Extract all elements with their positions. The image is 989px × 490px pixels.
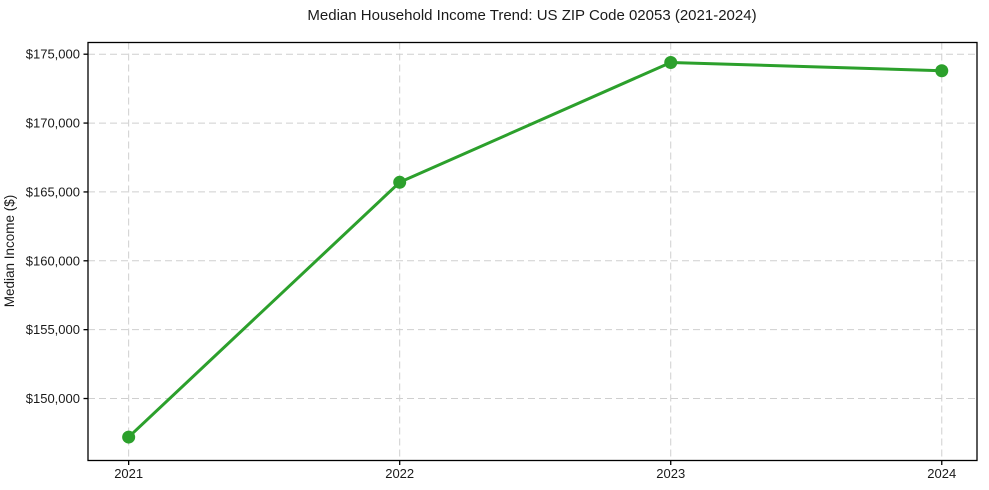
data-point-2021	[122, 430, 136, 444]
axis-ticks	[83, 53, 943, 465]
x-tick-label: 2023	[656, 466, 685, 481]
data-point-2024	[935, 64, 949, 78]
trend-line-series	[122, 55, 949, 444]
y-tick-label: $155,000	[26, 322, 80, 337]
x-tick-label: 2022	[385, 466, 414, 481]
trend-line	[127, 60, 944, 439]
y-tick-label: $175,000	[26, 47, 80, 62]
gridlines	[88, 42, 977, 461]
y-axis-label: Median Income ($)	[2, 195, 17, 308]
y-tick-label: $160,000	[26, 253, 80, 268]
data-point-2023	[664, 55, 678, 69]
plot-border	[87, 41, 978, 462]
data-point-2022	[393, 175, 407, 189]
chart-title: Median Household Income Trend: US ZIP Co…	[307, 7, 756, 24]
y-tick-label: $165,000	[26, 184, 80, 199]
y-tick-label: $150,000	[26, 391, 80, 406]
x-tick-label: 2021	[114, 466, 143, 481]
tick-labels: $150,000 $155,000 $160,000 $165,000 $170,000…	[26, 47, 956, 481]
y-tick-label: $170,000	[26, 116, 80, 131]
x-tick-label: 2024	[927, 466, 956, 481]
